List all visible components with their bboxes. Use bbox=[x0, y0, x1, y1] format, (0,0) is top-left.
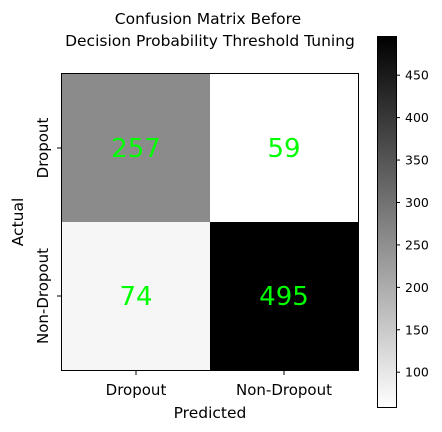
x-axis-ticks: Dropout Non-Dropout bbox=[106, 370, 332, 399]
plot-frame bbox=[61, 73, 359, 371]
heatmap-cells: 257 59 74 495 bbox=[62, 74, 358, 370]
colorbar bbox=[377, 36, 397, 408]
y-axis-label: Actual bbox=[9, 198, 27, 247]
x-axis-label: Predicted bbox=[174, 404, 247, 422]
y-tick-label: Dropout bbox=[34, 118, 52, 179]
y-tick-label: Non-Dropout bbox=[34, 248, 52, 344]
colorbar-tick-label: 250 bbox=[405, 237, 429, 252]
colorbar-tick-label: 400 bbox=[405, 110, 429, 125]
cell-value-label: 257 bbox=[111, 134, 161, 164]
colorbar-tick-label: 350 bbox=[405, 153, 429, 168]
heatmap-cell bbox=[210, 74, 358, 222]
cell-value-label: 74 bbox=[119, 282, 152, 312]
colorbar-tick-label: 300 bbox=[405, 195, 429, 210]
colorbar-tick-label: 150 bbox=[405, 322, 429, 337]
x-tick-label: Non-Dropout bbox=[236, 381, 332, 399]
colorbar-tick-label: 200 bbox=[405, 280, 429, 295]
cell-value-label: 59 bbox=[267, 134, 300, 164]
y-axis-ticks: Dropout Non-Dropout bbox=[34, 118, 62, 344]
cell-value-label: 495 bbox=[259, 282, 309, 312]
heatmap-cell bbox=[62, 222, 210, 370]
colorbar-tick-label: 100 bbox=[405, 365, 429, 380]
x-tick-label: Dropout bbox=[106, 381, 167, 399]
colorbar-tick-label: 450 bbox=[405, 68, 429, 83]
chart-title-line-2: Decision Probability Threshold Tuning bbox=[65, 32, 355, 50]
colorbar-ticks: 100 150 200 250 300 350 400 450 bbox=[396, 68, 429, 380]
heatmap-cell bbox=[62, 74, 210, 222]
heatmap-cell bbox=[210, 222, 358, 370]
chart-title-line-1: Confusion Matrix Before bbox=[115, 10, 301, 28]
